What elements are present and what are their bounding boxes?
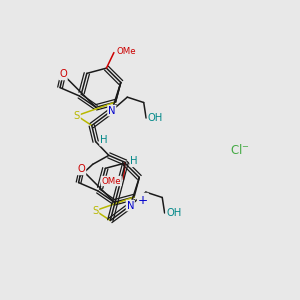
Text: S: S: [74, 111, 80, 121]
Text: OH: OH: [148, 113, 163, 123]
Text: N: N: [108, 106, 116, 116]
Text: N: N: [127, 200, 134, 211]
Text: +: +: [138, 194, 148, 207]
Text: OMe: OMe: [101, 176, 121, 185]
Text: H: H: [130, 156, 138, 166]
Text: Cl$^{-}$: Cl$^{-}$: [230, 143, 249, 157]
Text: S: S: [92, 206, 98, 216]
Text: OH: OH: [166, 208, 182, 218]
Text: OMe: OMe: [116, 46, 136, 56]
Text: H: H: [100, 135, 108, 146]
Text: O: O: [59, 70, 67, 80]
Text: O: O: [78, 164, 86, 174]
